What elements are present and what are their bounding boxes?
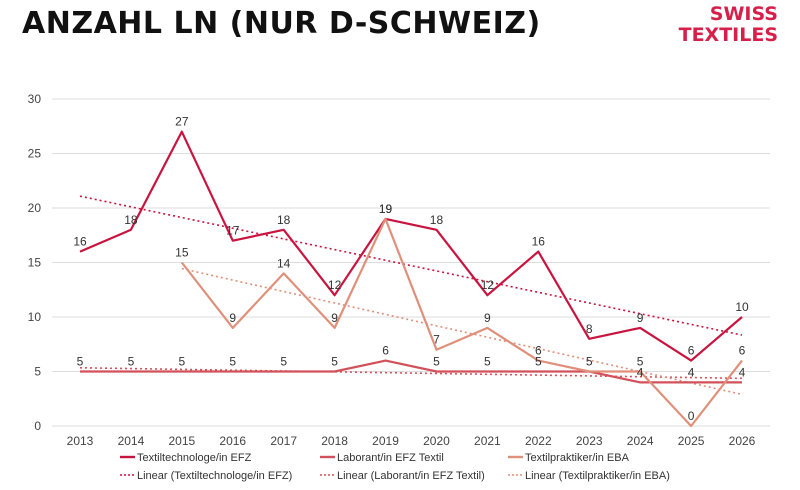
data-label: 27 [175, 115, 189, 129]
data-label: 9 [637, 311, 644, 325]
series-line-textilpraktiker-in-eba [180, 217, 743, 428]
legend-label: Laborant/in EFZ Textil [337, 452, 444, 464]
data-label: 8 [586, 322, 593, 336]
data-label: 5 [535, 355, 542, 369]
x-tick-label: 2024 [627, 434, 654, 448]
x-tick-label: 2013 [67, 434, 94, 448]
x-tick-label: 2023 [576, 434, 603, 448]
data-label: 5 [77, 355, 84, 369]
y-tick-label: 30 [28, 92, 42, 106]
data-label: 9 [484, 311, 491, 325]
x-tick-label: 2018 [321, 434, 348, 448]
data-label: 5 [280, 355, 287, 369]
data-label: 5 [586, 355, 593, 369]
data-label: 7 [433, 333, 440, 347]
data-label: 16 [532, 235, 546, 249]
x-tick-label: 2015 [168, 434, 195, 448]
legend-trend-label: Linear (Textiltechnologe/in EFZ) [137, 470, 292, 482]
data-label: 5 [331, 355, 338, 369]
x-tick-label: 2014 [118, 434, 145, 448]
y-tick-label: 10 [28, 310, 42, 324]
series-line-laborant-in-efz-textil [80, 359, 742, 384]
data-label: 19 [379, 202, 393, 216]
legend-trend-label: Linear (Textilpraktiker/in EBA) [525, 470, 670, 482]
data-label: 10 [735, 300, 749, 314]
data-label: 5 [179, 355, 186, 369]
data-label: 5 [637, 355, 644, 369]
trendlines [79, 195, 743, 396]
x-tick-label: 2019 [372, 434, 399, 448]
y-tick-label: 25 [28, 147, 42, 161]
data-label: 4 [739, 365, 746, 379]
series-lines [79, 130, 743, 428]
data-label: 12 [481, 278, 495, 292]
brand-line-2: TEXTILES [678, 24, 778, 46]
data-label: 6 [535, 344, 542, 358]
x-tick-label: 2026 [729, 434, 756, 448]
data-label: 19 [379, 202, 393, 216]
data-label: 5 [433, 355, 440, 369]
data-label: 0 [688, 409, 695, 423]
brand-line-1: SWISS [709, 3, 778, 25]
data-label: 6 [739, 344, 746, 358]
x-tick-label: 2016 [219, 434, 246, 448]
x-axis: 2013 2014 2015 2016 2017 2018 2019 2020 2021 2022… [67, 434, 756, 448]
page-title: ANZAHL LN (NUR D-SCHWEIZ) [22, 6, 541, 41]
y-tick-label: 0 [34, 419, 41, 433]
legend-trend-label: Linear (Laborant/in EFZ Textil) [337, 470, 485, 482]
x-tick-label: 2017 [270, 434, 297, 448]
data-label: 16 [73, 235, 87, 249]
data-label: 9 [229, 311, 236, 325]
chart-grid [52, 98, 770, 427]
x-tick-label: 2021 [474, 434, 501, 448]
brand-logo: SWISS TEXTILES [679, 4, 778, 46]
y-tick-label: 5 [34, 365, 41, 379]
y-axis: 0 5 10 15 20 25 30 [28, 92, 42, 433]
data-label: 15 [175, 246, 189, 260]
legend-label: Textiltechnologe/in EFZ [137, 452, 252, 464]
trendline-laborant-in-efz-textil [79, 366, 743, 380]
data-label: 12 [328, 278, 342, 292]
data-label: 4 [688, 365, 695, 379]
data-label: 6 [382, 344, 389, 358]
legend: Textiltechnologe/in EFZ Linear (Textiltec… [120, 452, 670, 482]
trendline-textilpraktiker-in-eba [181, 267, 743, 396]
data-label: 14 [277, 256, 291, 270]
data-label: 9 [331, 311, 338, 325]
data-label: 6 [688, 344, 695, 358]
data-label: 18 [124, 213, 138, 227]
legend-label: Textilpraktiker/in EBA [525, 452, 630, 464]
series-line-textiltechnologe-in-efz [79, 130, 743, 362]
y-tick-label: 15 [28, 256, 42, 270]
data-label: 5 [128, 355, 135, 369]
x-tick-label: 2022 [525, 434, 552, 448]
x-tick-label: 2025 [678, 434, 705, 448]
data-label: 18 [430, 213, 444, 227]
data-label: 17 [226, 224, 240, 238]
data-label: 4 [637, 365, 644, 379]
y-tick-label: 20 [28, 201, 42, 215]
data-label: 18 [277, 213, 291, 227]
data-label: 5 [229, 355, 236, 369]
x-tick-label: 2020 [423, 434, 450, 448]
data-label: 5 [484, 355, 491, 369]
